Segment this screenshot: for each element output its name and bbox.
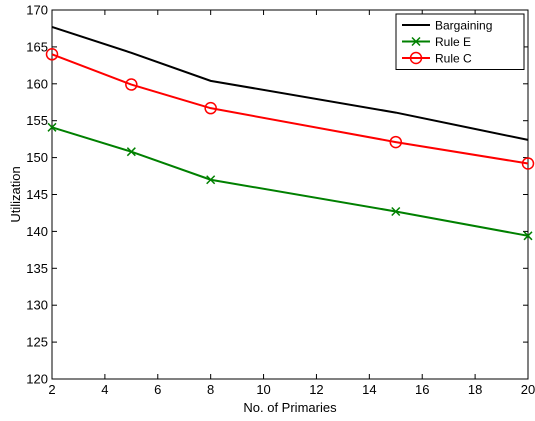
legend-item-rule-e: Rule E — [402, 35, 471, 49]
y-tick-label: 160 — [26, 76, 48, 91]
x-axis-label: No. of Primaries — [243, 400, 337, 415]
x-tick-label: 2 — [48, 382, 55, 397]
y-axis-ticks: 120 125 130 135 140 145 150 155 160 165 170 — [26, 3, 528, 387]
series-rule-e — [47, 122, 533, 241]
x-tick-label: 16 — [415, 382, 429, 397]
data-point-rule-e — [391, 206, 401, 217]
x-tick-label: 8 — [207, 382, 214, 397]
legend-label: Bargaining — [435, 19, 492, 33]
y-tick-label: 170 — [26, 3, 48, 18]
series-line-bargaining — [51, 26, 529, 141]
data-point-rule-c — [45, 48, 59, 61]
x-tick-label: 14 — [362, 382, 376, 397]
data-point-rule-c — [125, 78, 138, 91]
x-tick-label: 20 — [521, 382, 535, 397]
data-point-rule-c — [389, 135, 403, 149]
legend-item-rule-c: Rule C — [402, 52, 472, 66]
y-tick-label: 135 — [26, 261, 48, 276]
data-point-rule-e — [206, 175, 216, 185]
y-axis-label: Utilization — [8, 166, 23, 222]
data-point-rule-c — [204, 101, 217, 115]
legend-label: Rule E — [435, 35, 471, 49]
x-tick-label: 18 — [468, 382, 482, 397]
y-tick-label: 130 — [26, 298, 48, 313]
x-tick-label: 10 — [256, 382, 270, 397]
series-line-rule-c — [51, 53, 529, 165]
plot-area — [51, 9, 529, 380]
x-tick-label: 12 — [309, 382, 323, 397]
data-point-rule-c — [521, 157, 535, 170]
legend-item-bargaining: Bargaining — [402, 19, 492, 33]
y-tick-label: 165 — [26, 39, 48, 54]
y-tick-label: 150 — [26, 150, 48, 165]
x-axis-ticks: 2 4 6 8 10 12 14 16 18 20 — [48, 10, 535, 397]
legend-marker — [411, 36, 421, 47]
series-rule-c — [45, 48, 535, 170]
data-point-rule-e — [47, 122, 57, 132]
legend: Bargaining Rule E Rule C — [395, 13, 525, 70]
series-bargaining — [51, 26, 529, 141]
legend-label: Rule C — [435, 52, 472, 66]
x-tick-label: 4 — [101, 382, 108, 397]
y-tick-label: 140 — [26, 224, 48, 239]
data-point-rule-e — [126, 147, 136, 157]
y-tick-label: 155 — [26, 113, 48, 128]
y-tick-label: 145 — [26, 187, 48, 202]
y-tick-label: 120 — [26, 372, 48, 387]
data-point-rule-e — [523, 231, 533, 241]
x-tick-label: 6 — [154, 382, 161, 397]
y-tick-label: 125 — [26, 335, 48, 350]
series-layer — [45, 26, 535, 241]
legend-marker — [409, 51, 423, 65]
